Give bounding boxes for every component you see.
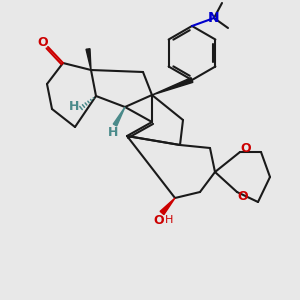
Text: O: O [241, 142, 251, 154]
Text: H: H [108, 125, 118, 139]
Polygon shape [86, 49, 91, 70]
Polygon shape [152, 78, 193, 95]
Text: N: N [208, 11, 220, 25]
Polygon shape [113, 107, 125, 126]
Polygon shape [160, 198, 175, 214]
Text: O: O [38, 37, 48, 50]
Text: H: H [69, 100, 79, 112]
Text: O: O [238, 190, 248, 202]
Text: O: O [154, 214, 164, 226]
Text: H: H [165, 215, 173, 225]
